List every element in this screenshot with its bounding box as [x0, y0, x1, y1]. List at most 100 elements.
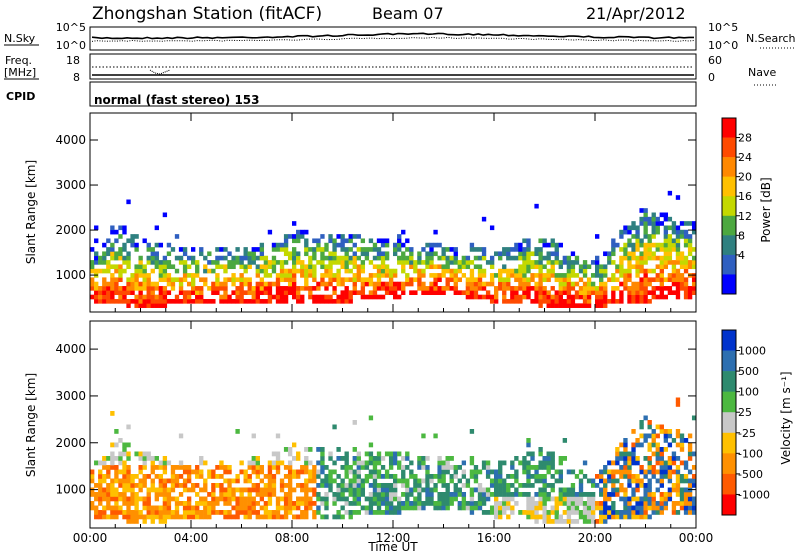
- velocity-cell: [150, 519, 155, 524]
- velocity-cell: [207, 510, 212, 515]
- power-cell: [320, 294, 325, 300]
- power-cell: [514, 290, 519, 295]
- velocity-cell: [393, 492, 398, 497]
- power-cell: [538, 299, 543, 304]
- velocity-cell: [304, 514, 309, 520]
- velocity-cell: [611, 469, 616, 475]
- power-cell: [243, 290, 248, 295]
- power-cell: [138, 286, 143, 291]
- power-cell: [671, 277, 677, 283]
- nsky-tick-high: 10^5: [56, 21, 86, 34]
- velocity-cell: [457, 465, 462, 470]
- velocity-cell: [324, 483, 329, 488]
- velocity-cell: [287, 451, 293, 457]
- power-cell: [146, 273, 151, 278]
- velocity-cell: [615, 478, 620, 484]
- velocity-cell: [651, 501, 656, 506]
- velocity-cell: [530, 501, 535, 506]
- power-cell: [106, 251, 111, 257]
- velocity-cell: [170, 496, 176, 502]
- velocity-cell: [130, 514, 135, 520]
- power-cell: [574, 281, 580, 287]
- velocity-cell: [211, 469, 216, 475]
- power-cell: [376, 286, 382, 291]
- power-cell: [106, 260, 111, 265]
- velocity-cell: [457, 505, 462, 511]
- power-cell: [554, 255, 559, 261]
- velocity-cell: [114, 465, 119, 470]
- velocity-cell: [498, 514, 503, 520]
- velocity-cell: [158, 510, 164, 515]
- power-cell: [635, 286, 640, 291]
- power-cell: [457, 264, 462, 270]
- power-cell: [178, 281, 184, 287]
- velocity-cell: [655, 510, 660, 515]
- power-cell: [114, 286, 119, 291]
- power-cell: [110, 281, 115, 287]
- power-cell: [401, 229, 406, 235]
- velocity-cell: [550, 519, 555, 524]
- velocity-cell: [607, 496, 612, 502]
- velocity-cell: [647, 492, 652, 497]
- velocity-cell: [687, 510, 693, 515]
- power-cell: [251, 251, 256, 257]
- velocity-cell: [441, 483, 446, 488]
- velocity-cell: [554, 510, 559, 515]
- velocity-cell: [320, 460, 325, 466]
- power-cell: [522, 260, 527, 265]
- power-cell: [691, 225, 697, 231]
- velocity-cell: [647, 496, 652, 502]
- power-cell: [328, 294, 333, 300]
- velocity-cell: [122, 496, 127, 502]
- velocity-cell: [223, 510, 228, 515]
- velocity-cell: [352, 501, 357, 506]
- velocity-cell: [514, 492, 519, 497]
- velocity-cell: [360, 483, 366, 488]
- power-cell: [90, 277, 95, 283]
- velocity-cell: [243, 501, 248, 506]
- velocity-cell: [659, 460, 664, 466]
- velocity-cell: [110, 514, 115, 520]
- power-cell: [138, 255, 143, 261]
- velocity-cell: [275, 469, 281, 475]
- velocity-cell: [360, 505, 366, 511]
- velocity-cell: [502, 487, 507, 493]
- power-cell: [94, 255, 99, 261]
- velocity-cell: [510, 474, 515, 479]
- velocity-cell: [655, 501, 660, 506]
- velocity-cell: [380, 474, 386, 479]
- power-cell: [667, 273, 673, 278]
- power-cell: [247, 264, 252, 270]
- velocity-cell: [623, 456, 628, 461]
- power-cell: [526, 255, 531, 261]
- power-cell: [263, 286, 269, 291]
- velocity-cell: [142, 456, 147, 461]
- power-cell: [502, 281, 507, 287]
- power-cell: [643, 286, 648, 291]
- power-cell: [304, 251, 309, 257]
- velocity-cell: [308, 478, 313, 484]
- power-cell: [502, 294, 507, 300]
- velocity-cell: [102, 505, 107, 511]
- velocity-cell: [691, 478, 697, 484]
- velocity-cell: [368, 496, 374, 502]
- power-cell: [320, 234, 325, 239]
- velocity-cell: [203, 483, 208, 488]
- power-cell: [433, 281, 438, 287]
- velocity-cell: [344, 465, 349, 470]
- power-cell: [691, 229, 697, 235]
- power-cell: [114, 281, 119, 287]
- power-cell: [122, 255, 127, 261]
- velocity-cell: [287, 510, 293, 515]
- velocity-cell: [283, 505, 289, 511]
- velocity-cell: [582, 474, 588, 479]
- power-cell: [687, 290, 693, 295]
- velocity-cell: [623, 514, 628, 520]
- velocity-cell: [631, 451, 636, 457]
- velocity-cell: [110, 487, 115, 493]
- velocity-cell: [530, 483, 535, 488]
- velocity-cell: [530, 456, 535, 461]
- power-cell: [619, 273, 624, 278]
- velocity-cell: [138, 496, 143, 502]
